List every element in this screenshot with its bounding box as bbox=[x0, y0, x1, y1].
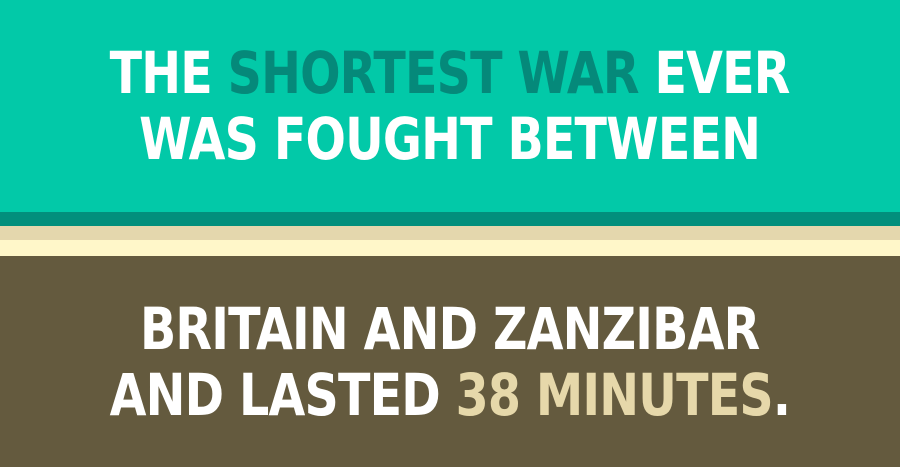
divider-stripe-teal bbox=[0, 212, 900, 226]
headline-line-1: THE SHORTEST WAR EVER bbox=[110, 39, 791, 107]
headline-line-2: WAS FOUGHT BETWEEN bbox=[139, 105, 762, 173]
headline-line-1-end: EVER bbox=[639, 39, 791, 107]
bottom-panel: BRITAIN AND ZANZIBAR AND LASTED 38 MINUT… bbox=[0, 256, 900, 467]
answer-line-2-start: AND LASTED bbox=[109, 360, 456, 429]
headline-line-1-start: THE bbox=[110, 39, 229, 107]
answer-line-1: BRITAIN AND ZANZIBAR bbox=[140, 294, 760, 363]
divider-stripe-tan bbox=[0, 226, 900, 240]
top-panel: THE SHORTEST WAR EVER WAS FOUGHT BETWEEN bbox=[0, 0, 900, 212]
answer-line-2: AND LASTED 38 MINUTES. bbox=[109, 360, 791, 429]
divider-stripe-cream bbox=[0, 240, 900, 256]
answer-line-2-end: . bbox=[772, 360, 791, 429]
highlight-38-minutes: 38 MINUTES bbox=[455, 360, 774, 429]
highlight-shortest-war: SHORTEST WAR bbox=[228, 39, 640, 107]
